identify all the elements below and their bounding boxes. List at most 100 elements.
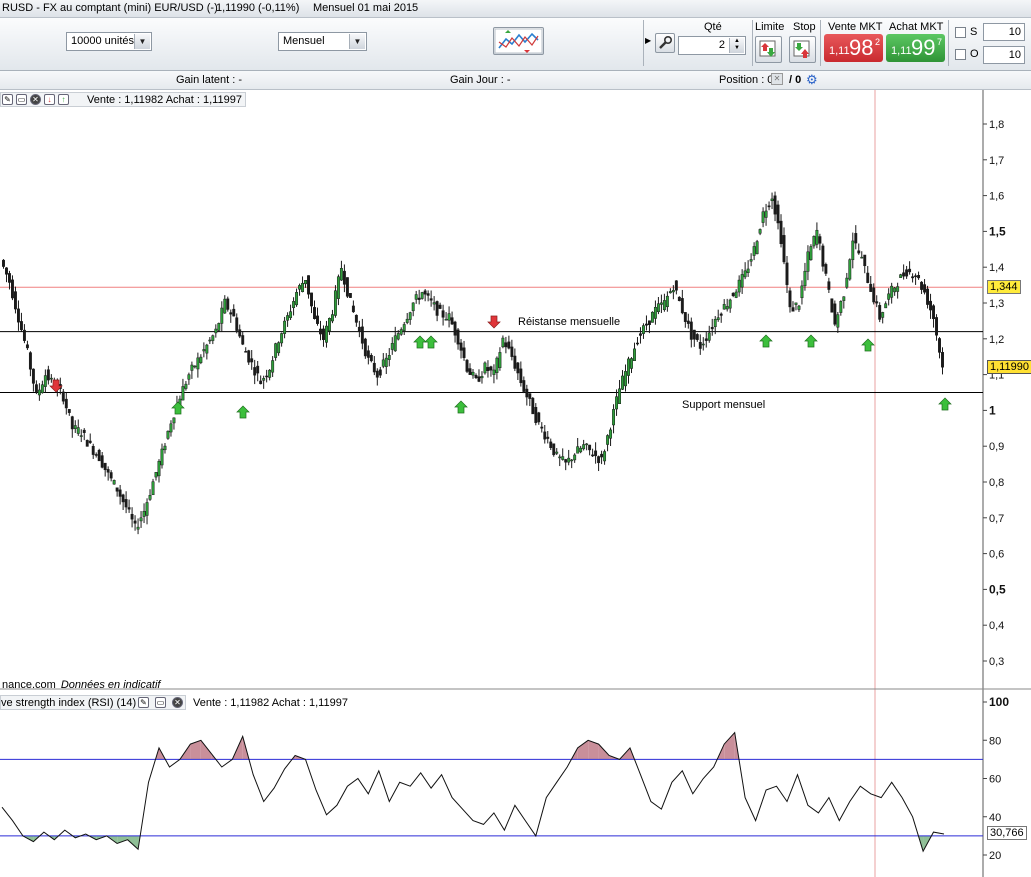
candle-up	[606, 435, 610, 445]
o-checkbox[interactable]	[955, 49, 966, 60]
candle-down	[357, 326, 361, 332]
candle-down	[238, 329, 242, 337]
wrench-icon[interactable]: ✎	[138, 697, 149, 708]
candle-down	[704, 338, 708, 341]
candle-down	[552, 443, 556, 456]
stepper-arrows-icon[interactable]: ▲ ▼	[729, 38, 744, 53]
qty-stepper[interactable]: 2 ▲ ▼	[678, 36, 746, 55]
limit-order-button[interactable]	[755, 36, 782, 63]
s-value-field[interactable]: 10	[983, 23, 1025, 41]
close-icon[interactable]: ✕	[172, 697, 183, 708]
buy-signal-arrow-icon[interactable]	[424, 335, 438, 349]
candle-down	[127, 507, 131, 510]
sell-market-button[interactable]: 1,11 98 2	[824, 34, 883, 62]
buy-signal-arrow-icon[interactable]	[861, 338, 875, 352]
candle-down	[486, 367, 490, 372]
candle-up	[650, 311, 654, 323]
buy-market-button[interactable]: 1,11 99 7	[886, 34, 945, 62]
candle-up	[582, 444, 586, 450]
candle-up	[163, 445, 167, 451]
candle-up	[196, 357, 200, 370]
candle-down	[313, 307, 316, 319]
buy-signal-arrow-icon[interactable]	[804, 334, 818, 348]
candle-up	[169, 423, 173, 433]
wrench-icon[interactable]: ✎	[2, 93, 13, 105]
candle-up	[812, 236, 816, 247]
candle-up	[881, 312, 885, 318]
buy-signal-arrow-icon[interactable]	[236, 405, 250, 419]
candle-up	[794, 302, 798, 305]
s-label: S	[970, 26, 978, 38]
trading-strategy-button[interactable]	[493, 27, 544, 55]
candle-down	[316, 315, 319, 324]
candle-up	[223, 298, 227, 314]
candle-down	[674, 280, 678, 291]
candle-down	[369, 355, 373, 362]
candle-up	[157, 460, 161, 477]
buy-signal-arrow-icon[interactable]	[413, 335, 427, 349]
y-tick-label: 0,3	[989, 656, 1004, 668]
candle-down	[109, 472, 113, 479]
rsi-chart[interactable]: 100 80 60 40 20	[0, 690, 1031, 877]
candle-down	[474, 375, 478, 378]
rsi-y-tick-label: 20	[989, 850, 1001, 862]
candle-up	[806, 251, 810, 272]
candle-up	[725, 306, 729, 310]
candle-down	[594, 450, 598, 457]
candle-down	[363, 338, 367, 357]
close-icon[interactable]: ✕	[30, 93, 41, 105]
s-checkbox[interactable]	[955, 27, 966, 38]
candle-up	[160, 448, 164, 466]
buy-signal-arrow-icon[interactable]	[938, 397, 952, 411]
collapse-arrow-icon[interactable]: ▶	[645, 36, 652, 45]
close-position-icon[interactable]: ✕	[771, 73, 783, 85]
rsi-value-tag: 30,766	[987, 826, 1027, 840]
gear-icon[interactable]: ⚙	[806, 72, 818, 87]
window-icon[interactable]: ▭	[155, 697, 166, 708]
candle-up	[567, 457, 571, 463]
settings-wrench-button[interactable]	[655, 33, 675, 53]
buy-signal-arrow-icon[interactable]	[171, 401, 185, 415]
candle-down	[345, 277, 349, 297]
rsi-y-tick-label: 100	[989, 695, 1009, 709]
candle-down	[64, 398, 68, 409]
candle-up	[184, 383, 188, 389]
resistance-label: Réistanse mensuelle	[518, 316, 620, 328]
candle-up	[701, 343, 705, 346]
candle-down	[854, 233, 858, 244]
buy-signal-arrow-icon[interactable]	[759, 334, 773, 348]
stop-order-button[interactable]	[789, 36, 816, 63]
buy-arrow-shape	[804, 334, 818, 348]
move-up-icon[interactable]: ↑	[58, 93, 69, 105]
buy-signal-arrow-icon[interactable]	[454, 400, 468, 414]
candle-up	[561, 456, 565, 460]
units-select[interactable]: 10000 unités ▼	[66, 32, 152, 51]
candle-down	[91, 446, 95, 455]
window-icon[interactable]: ▭	[16, 93, 27, 105]
move-down-icon[interactable]: ↓	[44, 93, 55, 105]
price-chart[interactable]: Réistanse mensuelle Support mensuel nanc…	[0, 90, 1031, 690]
candle-down	[226, 298, 230, 310]
candle-down	[833, 303, 837, 325]
candle-up	[49, 377, 53, 380]
candle-down	[636, 342, 639, 345]
units-select-value: 10000 unités	[71, 35, 134, 47]
o-value-field[interactable]: 10	[983, 46, 1025, 64]
sell-signal-arrow-icon[interactable]	[487, 315, 501, 329]
sell-signal-arrow-icon[interactable]	[49, 379, 63, 393]
candle-down	[776, 204, 780, 224]
candle-down	[8, 273, 11, 283]
sell-price-fraction: 2	[875, 37, 881, 47]
period-select[interactable]: Mensuel ▼	[278, 32, 367, 51]
candle-up	[893, 287, 897, 293]
candle-down	[920, 281, 924, 290]
candle-down	[537, 412, 541, 423]
candle-up	[336, 276, 340, 299]
candle-up	[498, 352, 502, 369]
candle-up	[40, 384, 44, 394]
candle-up	[187, 374, 191, 380]
sell-price-pips: 98	[849, 35, 874, 60]
qty-value: 2	[718, 39, 725, 51]
wrench-icon	[659, 35, 673, 49]
candle-down	[513, 355, 517, 369]
